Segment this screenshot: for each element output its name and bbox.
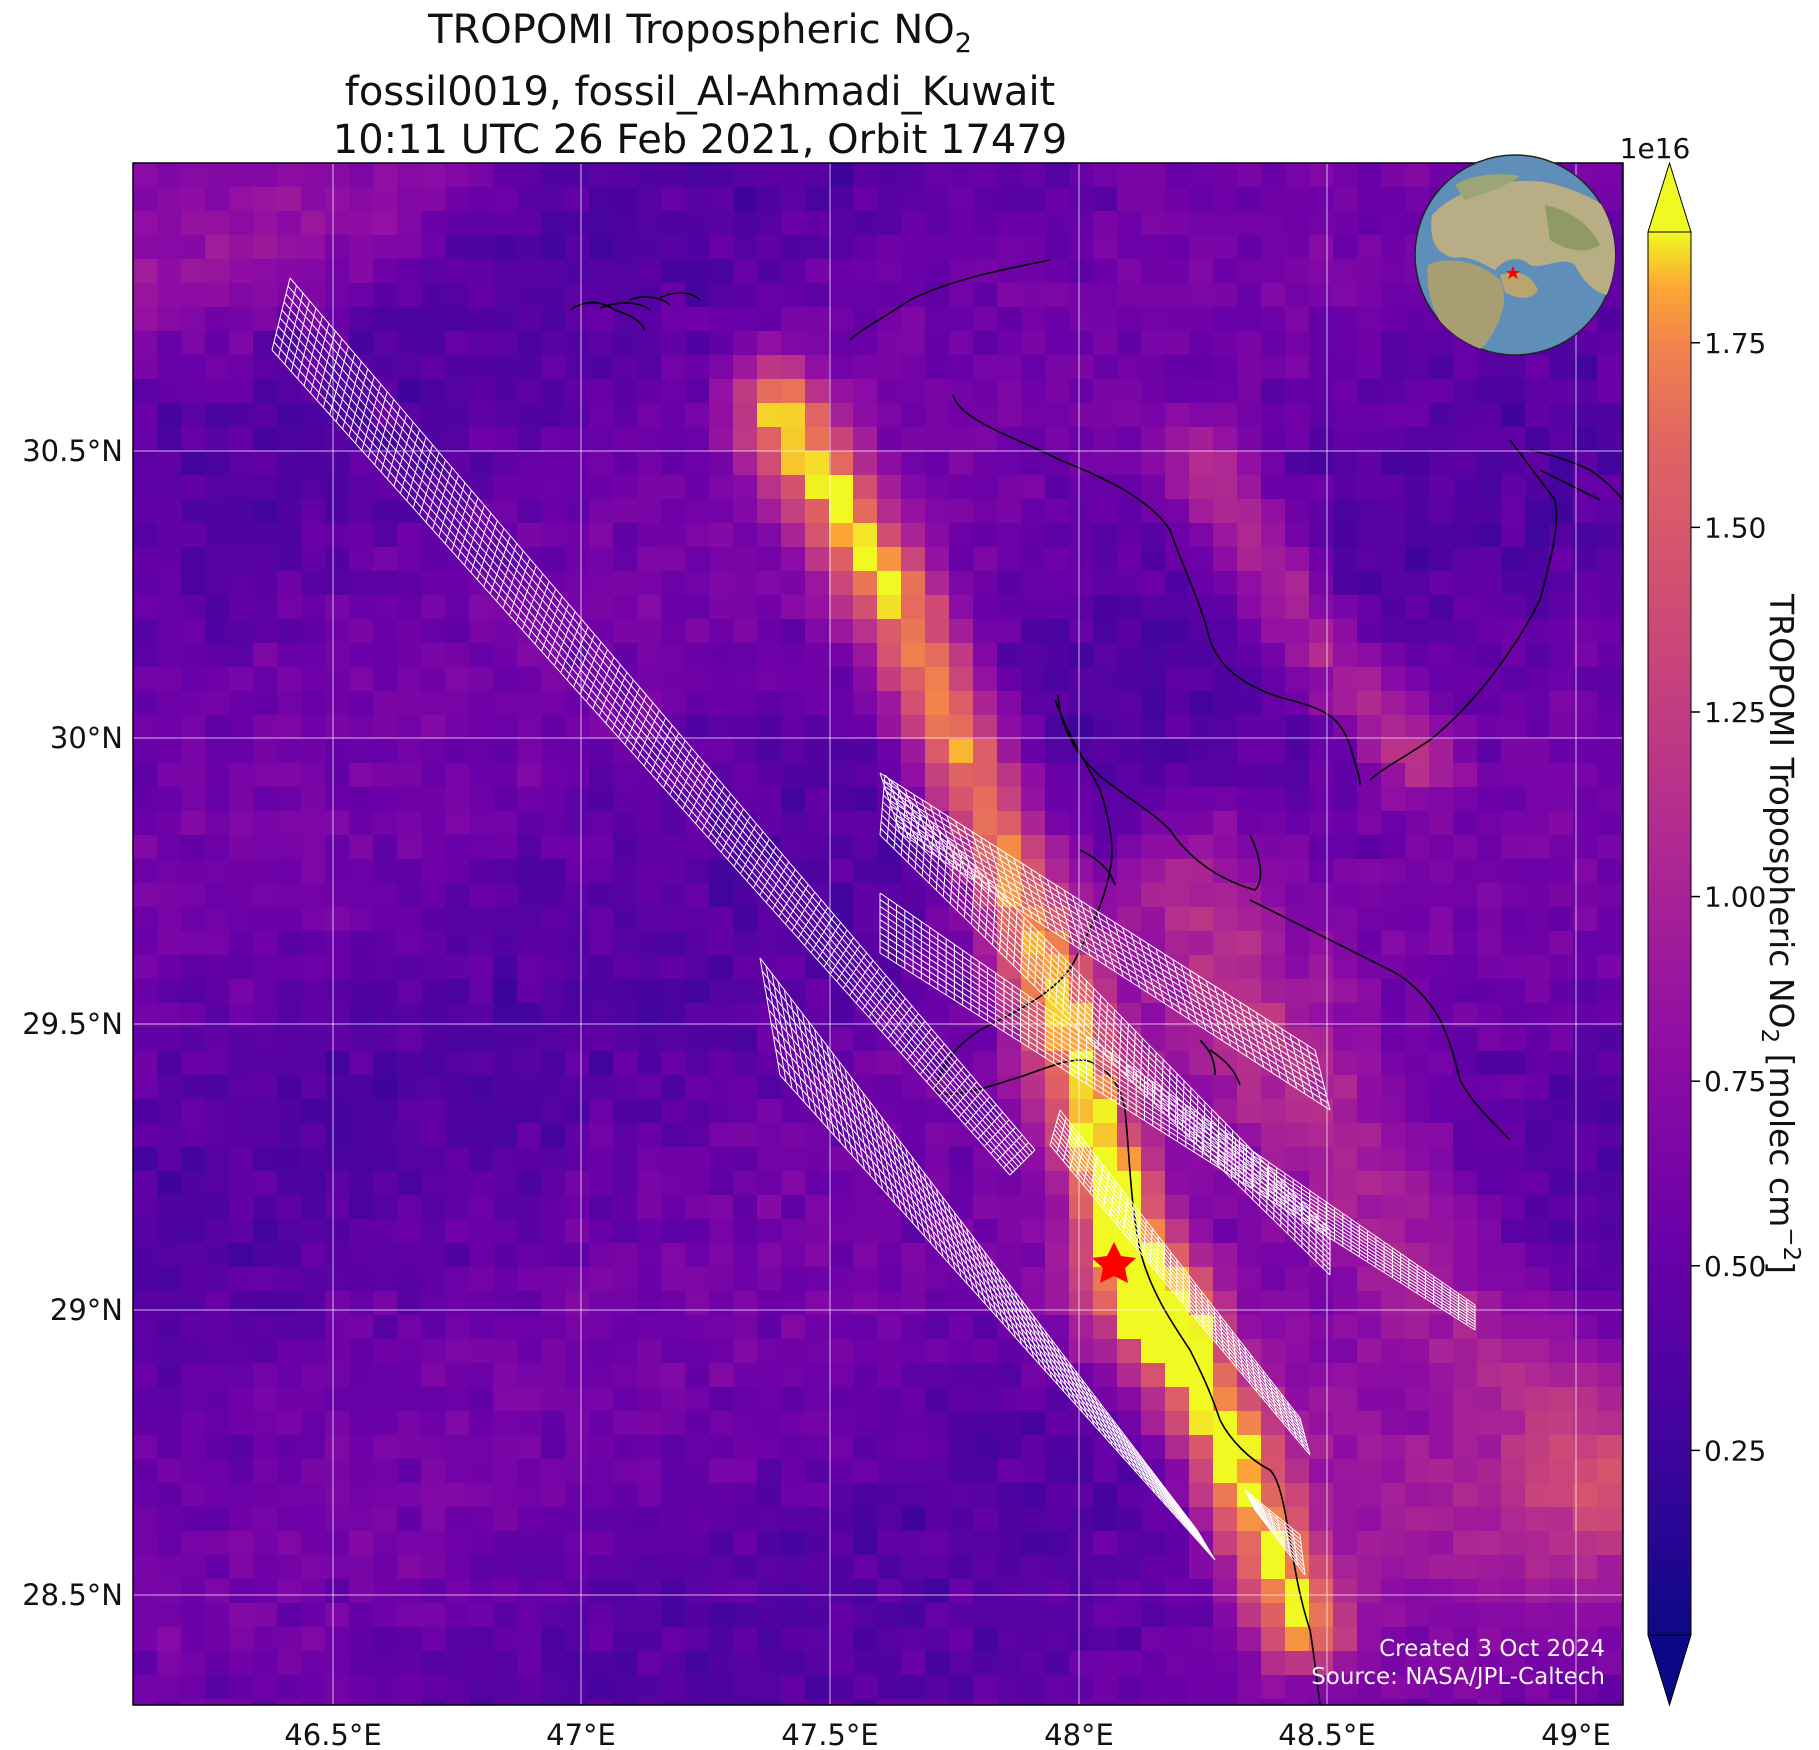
- x-tick-label: 47.5°E: [781, 1718, 878, 1750]
- colorbar-gradient: [1648, 232, 1691, 1635]
- map-frame: [132, 162, 1624, 1706]
- source-credit: Source: NASA/JPL-Caltech: [1311, 1664, 1605, 1690]
- x-tick-label: 49°E: [1541, 1718, 1611, 1750]
- title-line-3: 10:11 UTC 26 Feb 2021, Orbit 17479: [332, 117, 1068, 163]
- x-tick-label: 48.5°E: [1278, 1718, 1375, 1750]
- colorbar: 0.25 0.50 0.75 1.00 1.25 1.50 1.75: [1647, 161, 1766, 1707]
- x-tick-label: 48°E: [1044, 1718, 1114, 1750]
- y-tick-label: 28.5°N: [22, 1578, 123, 1612]
- source-star-icon: [1092, 1242, 1136, 1283]
- x-tick-label: 47°E: [546, 1718, 616, 1750]
- colorbar-tick-label: 0.50: [1704, 1250, 1766, 1283]
- graticule: [133, 163, 1623, 1705]
- created-date: Created 3 Oct 2024: [1379, 1636, 1605, 1662]
- x-tick-label: 46.5°E: [284, 1718, 381, 1750]
- colorbar-exponent: 1e16: [1620, 132, 1691, 165]
- colorbar-tick-label: 1.00: [1704, 881, 1766, 914]
- globe-star-icon: [1506, 266, 1520, 279]
- y-tick-label: 29°N: [50, 1293, 123, 1327]
- colorbar-tick-label: 1.50: [1704, 511, 1766, 544]
- no2-map: [132, 162, 1624, 1706]
- y-tick-label: 30.5°N: [22, 434, 123, 468]
- title-line-2: fossil0019, fossil_Al-Ahmadi_Kuwait: [344, 69, 1056, 115]
- observation-swaths: [271, 277, 1476, 1576]
- y-tick-label: 29.5°N: [22, 1007, 123, 1041]
- colorbar-tick-label: 1.75: [1704, 327, 1766, 360]
- colorbar-tick-label: 1.25: [1704, 696, 1766, 729]
- y-tick-label: 30°N: [50, 721, 123, 755]
- colorbar-label: TROPOMI Tropospheric NO2 [molec cm−2]: [1756, 593, 1804, 1274]
- colorbar-tick-label: 0.25: [1704, 1434, 1766, 1467]
- colorbar-extend-min: [1647, 1634, 1692, 1707]
- map-title: TROPOMI Tropospheric NO2 fossil0019, fos…: [0, 6, 1400, 164]
- no2-pixels: [133, 163, 1623, 1705]
- colorbar-extend-max: [1647, 161, 1692, 233]
- title-line-1: TROPOMI Tropospheric NO2: [428, 7, 972, 59]
- colorbar-tick-label: 0.75: [1704, 1065, 1766, 1098]
- inset-globe: [1414, 154, 1616, 356]
